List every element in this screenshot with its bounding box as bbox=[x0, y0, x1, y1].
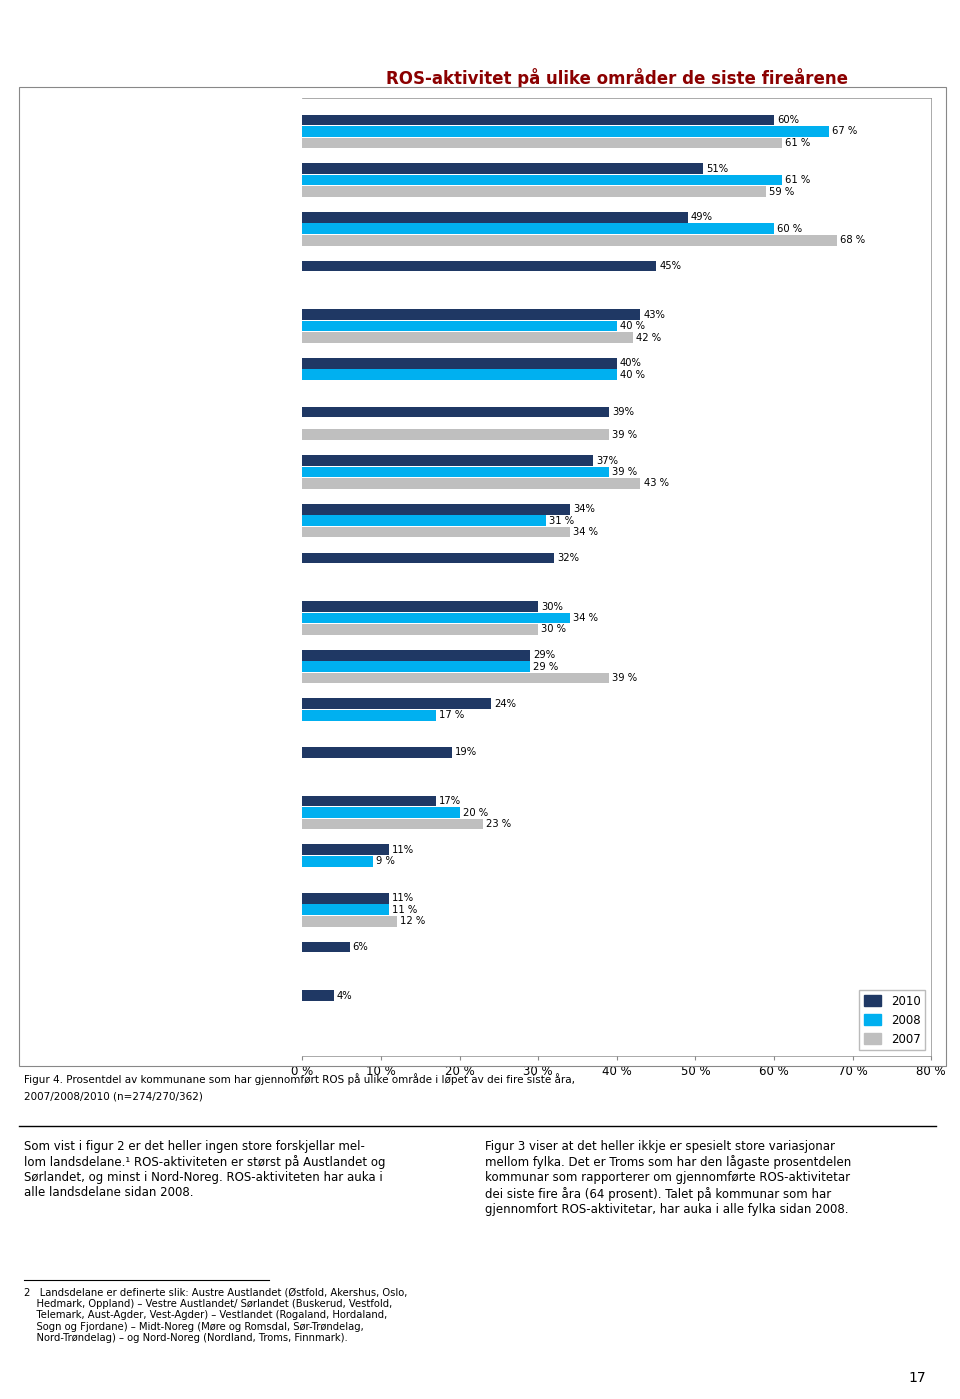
Text: 12 %: 12 % bbox=[400, 916, 425, 926]
Bar bbox=[302, 662, 530, 672]
Text: 67 %: 67 % bbox=[832, 126, 857, 137]
Text: 32%: 32% bbox=[557, 553, 579, 562]
Text: 23 %: 23 % bbox=[487, 818, 512, 830]
Bar bbox=[302, 115, 774, 126]
Bar bbox=[302, 613, 569, 624]
Bar bbox=[302, 747, 452, 758]
Bar bbox=[302, 553, 554, 564]
Text: 31 %: 31 % bbox=[549, 516, 574, 526]
Bar bbox=[302, 796, 436, 806]
Text: Som vist i figur 2 er det heller ingen store forskjellar mel-
lom landsdelane.¹ : Som vist i figur 2 er det heller ingen s… bbox=[24, 1140, 386, 1199]
Bar bbox=[302, 186, 766, 197]
Text: 11%: 11% bbox=[392, 894, 414, 904]
Text: 34 %: 34 % bbox=[573, 527, 598, 537]
Text: 29 %: 29 % bbox=[534, 662, 559, 672]
Bar bbox=[302, 818, 483, 830]
Text: 11 %: 11 % bbox=[392, 905, 418, 915]
Bar bbox=[302, 126, 829, 137]
Text: 11%: 11% bbox=[392, 845, 414, 855]
Bar bbox=[302, 504, 569, 515]
Bar bbox=[302, 369, 616, 381]
Text: 51%: 51% bbox=[707, 164, 729, 173]
Bar bbox=[302, 990, 334, 1002]
Text: 19%: 19% bbox=[455, 747, 477, 757]
Bar bbox=[302, 856, 373, 866]
Text: 34%: 34% bbox=[573, 504, 594, 515]
Bar bbox=[302, 175, 781, 186]
Text: 39 %: 39 % bbox=[612, 673, 637, 683]
Bar bbox=[302, 807, 460, 818]
Bar bbox=[302, 407, 609, 417]
Text: Figur 4. Prosentdel av kommunane som har gjennomført ROS på ulike område i løpet: Figur 4. Prosentdel av kommunane som har… bbox=[24, 1073, 575, 1086]
Bar bbox=[302, 893, 389, 904]
Bar bbox=[302, 624, 539, 635]
Text: 40%: 40% bbox=[620, 358, 642, 368]
Text: 2007/2008/2010 (n=274/270/362): 2007/2008/2010 (n=274/270/362) bbox=[24, 1091, 203, 1101]
Bar bbox=[302, 429, 609, 441]
Text: 60 %: 60 % bbox=[778, 224, 803, 234]
Bar bbox=[302, 698, 491, 709]
Text: 2   Landsdelane er definerte slik: Austre Austlandet (Østfold, Akershus, Oslo,
 : 2 Landsdelane er definerte slik: Austre … bbox=[24, 1287, 407, 1343]
Bar bbox=[302, 673, 609, 683]
Bar bbox=[302, 235, 837, 246]
Bar bbox=[302, 332, 633, 343]
Bar bbox=[302, 649, 530, 660]
Bar bbox=[302, 320, 616, 332]
Text: 4%: 4% bbox=[337, 990, 352, 1000]
Bar bbox=[302, 455, 593, 466]
Text: 9 %: 9 % bbox=[376, 856, 396, 866]
Text: Figur 3 viser at det heller ikkje er spesielt store variasjonar
mellom fylka. De: Figur 3 viser at det heller ikkje er spe… bbox=[485, 1140, 852, 1216]
Text: 17 %: 17 % bbox=[439, 711, 465, 720]
Bar bbox=[302, 224, 774, 234]
Bar bbox=[302, 137, 781, 148]
Bar bbox=[302, 213, 687, 222]
Bar bbox=[302, 602, 539, 611]
Text: 68 %: 68 % bbox=[840, 235, 865, 245]
Text: 17: 17 bbox=[909, 1371, 926, 1385]
Text: 34 %: 34 % bbox=[573, 613, 598, 623]
Legend: 2010, 2008, 2007: 2010, 2008, 2007 bbox=[859, 990, 925, 1051]
Bar bbox=[302, 515, 546, 526]
Text: 49%: 49% bbox=[690, 213, 712, 222]
Text: 39 %: 39 % bbox=[612, 429, 637, 439]
Text: 30%: 30% bbox=[541, 602, 564, 611]
Text: 30 %: 30 % bbox=[541, 624, 566, 634]
Text: 43 %: 43 % bbox=[643, 478, 668, 488]
Bar bbox=[302, 709, 436, 720]
Text: 40 %: 40 % bbox=[620, 369, 645, 379]
Text: 45%: 45% bbox=[660, 262, 682, 271]
Text: 24%: 24% bbox=[494, 700, 516, 709]
Text: 17%: 17% bbox=[439, 796, 462, 806]
Text: 61 %: 61 % bbox=[785, 175, 810, 185]
Bar bbox=[302, 478, 640, 488]
Text: 20 %: 20 % bbox=[463, 807, 488, 817]
Bar bbox=[302, 309, 640, 320]
Text: 61 %: 61 % bbox=[785, 139, 810, 148]
Bar bbox=[302, 527, 569, 537]
Title: ROS-aktivitet på ulike områder de siste fireårene: ROS-aktivitet på ulike områder de siste … bbox=[386, 69, 848, 88]
Bar bbox=[302, 916, 396, 926]
Text: 40 %: 40 % bbox=[620, 322, 645, 332]
Bar bbox=[302, 905, 389, 915]
Text: 59 %: 59 % bbox=[769, 186, 795, 197]
Bar bbox=[302, 260, 656, 271]
Text: 39 %: 39 % bbox=[612, 467, 637, 477]
Text: 39%: 39% bbox=[612, 407, 635, 417]
Bar bbox=[302, 164, 704, 173]
Text: 60%: 60% bbox=[778, 115, 799, 125]
Bar bbox=[302, 358, 616, 369]
Text: 6%: 6% bbox=[352, 942, 369, 953]
Text: 29%: 29% bbox=[534, 651, 556, 660]
Text: 42 %: 42 % bbox=[636, 333, 660, 343]
Bar bbox=[302, 845, 389, 855]
Bar bbox=[302, 467, 609, 477]
Bar bbox=[302, 942, 349, 953]
Text: 43%: 43% bbox=[643, 309, 665, 319]
Text: 37%: 37% bbox=[596, 456, 618, 466]
